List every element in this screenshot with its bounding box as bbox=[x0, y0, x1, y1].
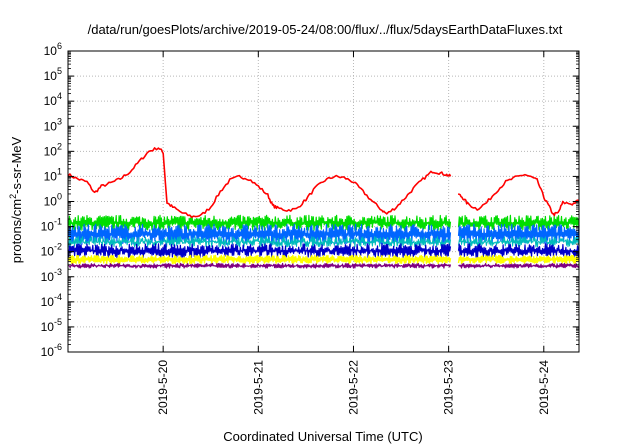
y-tick-label: 106 bbox=[44, 41, 62, 58]
series-line-1 bbox=[67, 147, 580, 219]
chart-title: /data/run/goesPlots/archive/2019-05-24/0… bbox=[88, 22, 563, 37]
x-tick-label: 2019-5-21 bbox=[251, 360, 265, 415]
y-tick-label: 104 bbox=[44, 91, 62, 108]
x-tick-labels: 2019-5-20 2019-5-21 2019-5-22 2019-5-23 2019… bbox=[156, 360, 551, 415]
y-tick-label: 102 bbox=[44, 141, 62, 158]
series-line-6 bbox=[67, 254, 580, 265]
y-axis-label: protons/cm2-s-sr-MeV bbox=[8, 136, 24, 263]
y-tick-label: 10-6 bbox=[41, 342, 62, 359]
y-tick-labels: 10-6 10-5 10-4 10-3 10-2 10-1 100 101 102 103 104 1… bbox=[41, 41, 62, 359]
y-axis-label-sup: 2 bbox=[8, 194, 18, 199]
y-tick-label: 103 bbox=[44, 116, 62, 133]
y-tick-label: 100 bbox=[44, 192, 62, 209]
x-tick-label: 2019-5-23 bbox=[442, 360, 456, 415]
y-axis-label-main: protons/cm bbox=[9, 199, 24, 263]
series-layer bbox=[67, 147, 580, 269]
y-tick-label: 10-4 bbox=[41, 292, 62, 309]
x-tick-label: 2019-5-24 bbox=[537, 360, 551, 415]
y-tick-label: 10-2 bbox=[41, 242, 62, 259]
y-tick-label: 105 bbox=[44, 66, 62, 83]
y-tick-label: 10-1 bbox=[41, 217, 62, 234]
tick-marks bbox=[68, 50, 579, 353]
y-axis-label-rest: -s-sr-MeV bbox=[9, 136, 24, 193]
x-axis-label: Coordinated Universal Time (UTC) bbox=[223, 429, 422, 444]
x-tick-label: 2019-5-20 bbox=[156, 360, 170, 415]
y-tick-label: 10-5 bbox=[41, 317, 62, 334]
grid-lines bbox=[68, 51, 579, 352]
series-line-7 bbox=[67, 262, 580, 269]
x-tick-label: 2019-5-22 bbox=[346, 360, 360, 415]
series-line-5 bbox=[67, 243, 580, 259]
series-line-2 bbox=[67, 214, 580, 231]
y-tick-label: 10-3 bbox=[41, 267, 62, 284]
y-tick-label: 101 bbox=[44, 166, 62, 183]
